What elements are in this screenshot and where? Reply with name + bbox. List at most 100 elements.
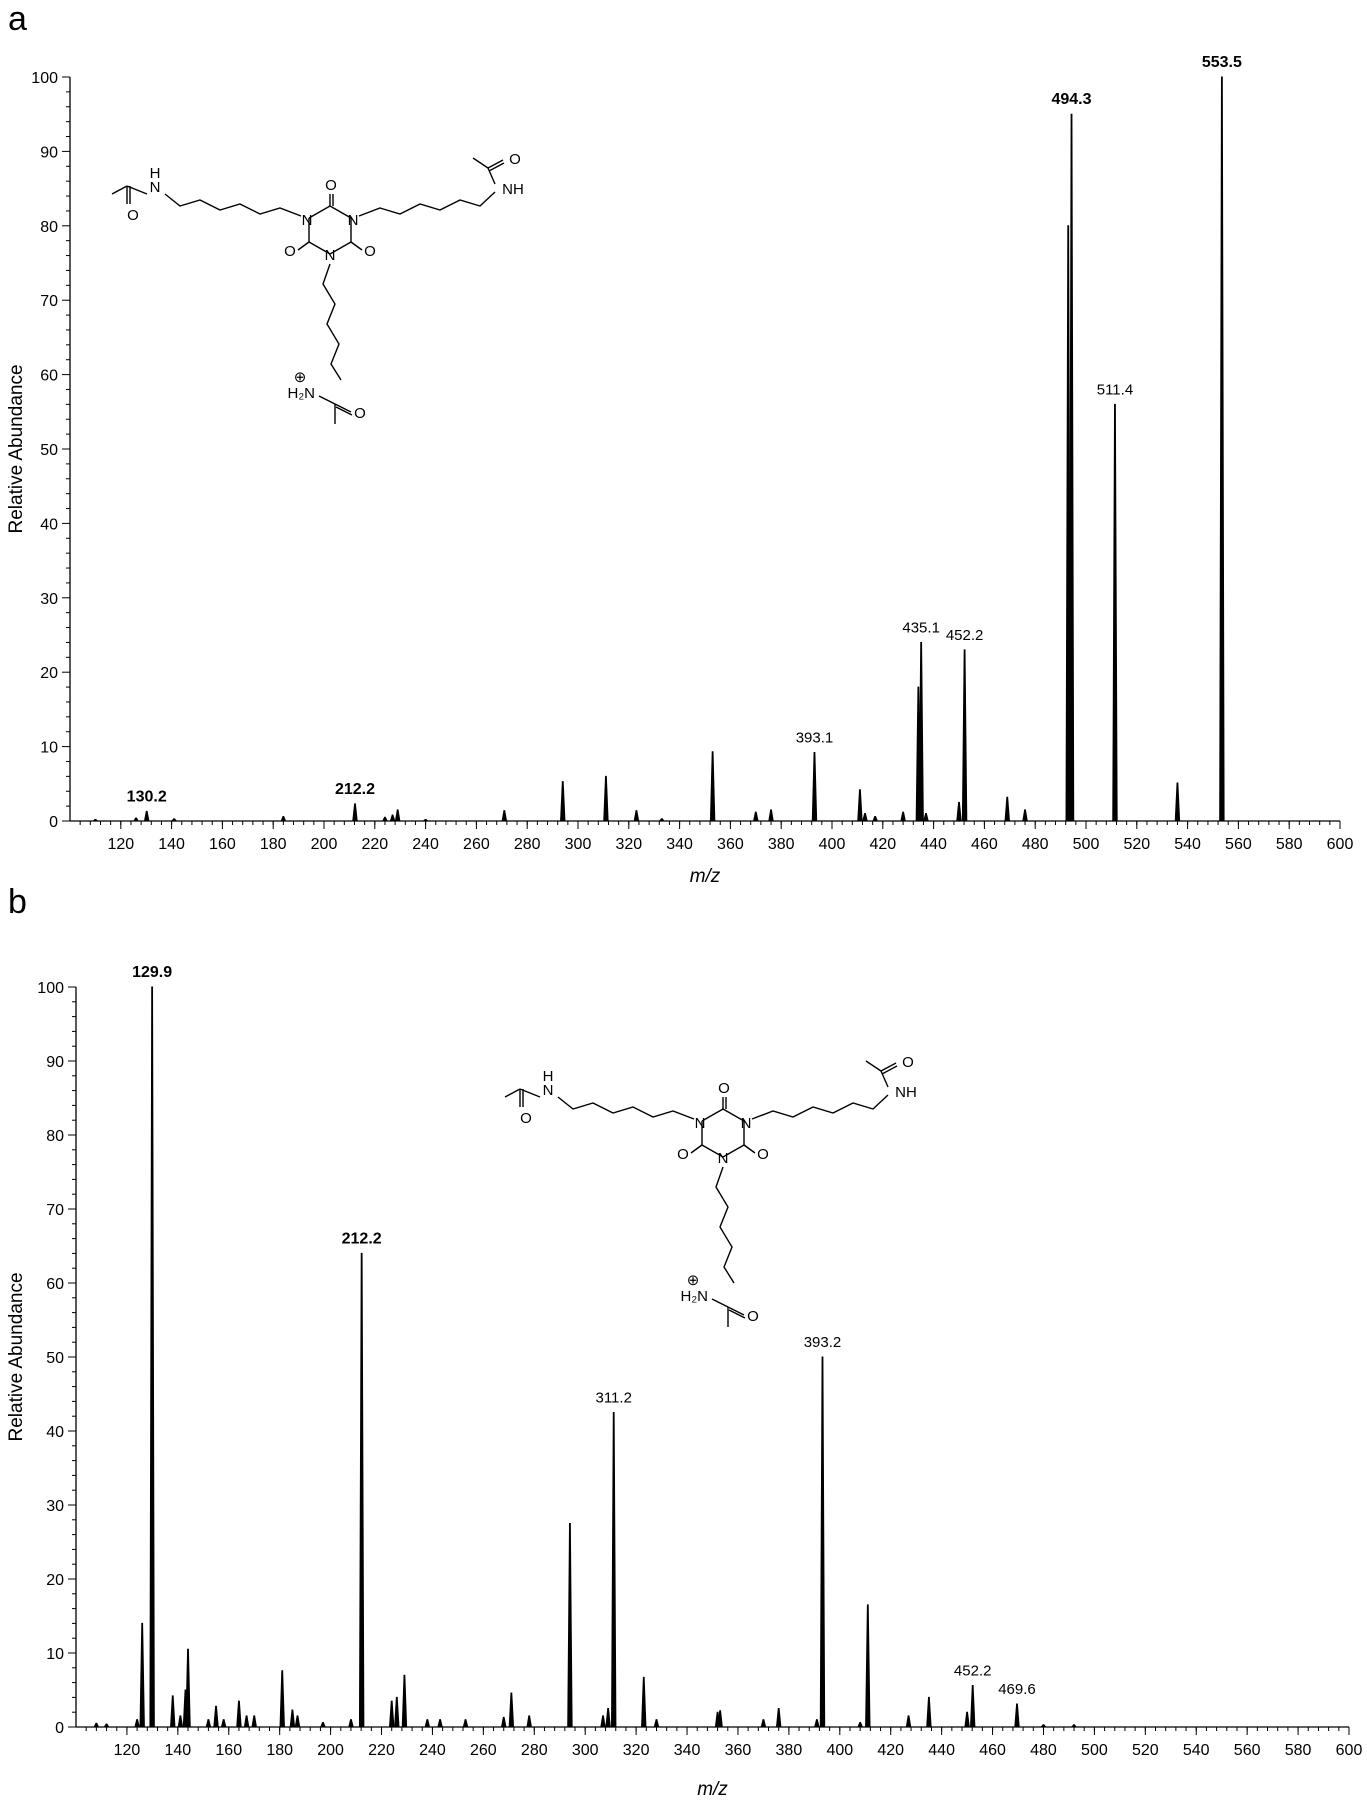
- atom-label: N: [695, 1115, 706, 1132]
- peak-label: 129.9: [132, 964, 172, 981]
- atom-label: NH: [502, 181, 524, 198]
- bond: [350, 241, 363, 251]
- atom-label: N: [718, 1150, 729, 1167]
- spectrum-peak: [964, 1711, 970, 1728]
- panel-a-letter: a: [8, 0, 27, 38]
- x-axis-title: m/z: [690, 866, 721, 887]
- bond: [308, 205, 331, 219]
- bond: [297, 241, 310, 251]
- spectrum-peak: [605, 1708, 611, 1728]
- spectrum-peak: [501, 810, 508, 822]
- atom-label: O: [718, 1080, 730, 1097]
- atom-label: NH: [895, 1084, 917, 1101]
- spectrum-peak: [394, 809, 401, 822]
- x-axis-title: m/z: [697, 1779, 728, 1800]
- spectrum-peak: [760, 1719, 767, 1728]
- x-tick-label: 600: [1327, 836, 1354, 853]
- bond: [329, 241, 352, 255]
- x-tick-label: 500: [1081, 1742, 1108, 1759]
- atom-label: H₂N: [681, 1288, 709, 1305]
- spectrum-peak: [462, 1719, 469, 1728]
- x-tick-label: 300: [565, 836, 592, 853]
- spectrum-peak: [500, 1716, 507, 1728]
- peak-label: 469.6: [998, 1681, 1036, 1698]
- x-tick-label: 160: [209, 836, 236, 853]
- x-tick-label: 420: [877, 1742, 904, 1759]
- y-tick-label: 0: [55, 1720, 64, 1737]
- y-tick-label: 20: [40, 665, 58, 682]
- spectrum-peak: [220, 1719, 227, 1728]
- bond: [727, 1306, 745, 1316]
- spectrum-peak: [1070, 1724, 1078, 1728]
- bond: [472, 157, 489, 169]
- spectrum-peak: [1112, 403, 1118, 822]
- atom-label: N: [302, 212, 313, 229]
- spectrum-peak: [641, 1676, 647, 1728]
- y-tick-label: 60: [40, 368, 58, 385]
- x-tick-label: 520: [1123, 836, 1150, 853]
- spectrum-peak: [381, 816, 388, 822]
- x-tick-label: 580: [1276, 836, 1303, 853]
- bond: [690, 1144, 703, 1154]
- y-tick-label: 90: [40, 144, 58, 161]
- x-tick-label: 480: [1022, 836, 1049, 853]
- x-tick-label: 380: [768, 836, 795, 853]
- chain: [751, 1094, 889, 1120]
- y-tick-label: 80: [40, 219, 58, 236]
- spectrum-peak: [872, 816, 879, 822]
- atom-label: O: [364, 243, 376, 260]
- spectrum-peak: [653, 1719, 660, 1728]
- spectrum-peak: [811, 752, 818, 822]
- x-tick-label: 260: [470, 1742, 497, 1759]
- spectrum-peak: [320, 1722, 326, 1728]
- spectrum-peak: [134, 1719, 140, 1728]
- spectrum-peak: [132, 817, 140, 822]
- peak-label: 212.2: [335, 781, 375, 798]
- bond: [711, 1298, 729, 1308]
- spectrum-peak: [289, 1709, 296, 1728]
- peak-label: 311.2: [595, 1390, 631, 1407]
- y-tick-label: 70: [46, 1202, 64, 1219]
- spectrum-peak: [865, 1604, 871, 1728]
- y-axis-title: Relative Abundance: [6, 1272, 27, 1441]
- spectrum-peak: [437, 1719, 443, 1728]
- x-tick-label: 520: [1132, 1742, 1159, 1759]
- atom-label: H₂N: [288, 385, 316, 402]
- spectrum-peak: [389, 814, 396, 822]
- x-tick-label: 180: [266, 1742, 293, 1759]
- x-tick-label: 540: [1183, 1742, 1210, 1759]
- chain: [358, 191, 496, 217]
- x-tick-label: 280: [514, 836, 541, 853]
- spectrum-peak: [915, 686, 922, 822]
- x-tick-label: 320: [623, 1742, 650, 1759]
- x-tick-label: 580: [1285, 1742, 1312, 1759]
- spectrum-peak: [149, 986, 155, 1728]
- spectrum-peak: [93, 1722, 100, 1728]
- x-tick-label: 300: [572, 1742, 599, 1759]
- spectrum-peak: [709, 751, 716, 822]
- spectrum-peak: [236, 1700, 242, 1728]
- y-tick-label: 50: [40, 442, 58, 459]
- spectrum-peak: [280, 816, 287, 822]
- atom-label: O: [757, 1146, 769, 1163]
- spectrum-peak: [394, 1696, 400, 1728]
- x-tick-label: 140: [158, 836, 185, 853]
- spectrum-peak: [1068, 113, 1075, 822]
- atom-label: N: [325, 247, 336, 264]
- x-tick-label: 320: [615, 836, 642, 853]
- spectrum-peak: [526, 1715, 532, 1728]
- bond: [701, 1144, 724, 1158]
- panel-a-spectrum: a 0 10 20 30 40 50 60 70 80 90 100 120 140 160 180 200 2…: [6, 0, 1353, 887]
- spectrum-peak: [961, 649, 968, 822]
- x-tick-label: 440: [928, 1742, 955, 1759]
- atom-label: O: [677, 1146, 689, 1163]
- x-tick-label: 160: [215, 1742, 242, 1759]
- spectrum-peak: [633, 810, 640, 822]
- spectrum-peak: [717, 1710, 723, 1728]
- x-tick-label: 220: [368, 1742, 395, 1759]
- y-tick-label: 30: [40, 591, 58, 608]
- spectrum-peak: [857, 1722, 864, 1728]
- spectrum-peak: [388, 1700, 395, 1728]
- spectrum-peak: [139, 1622, 145, 1728]
